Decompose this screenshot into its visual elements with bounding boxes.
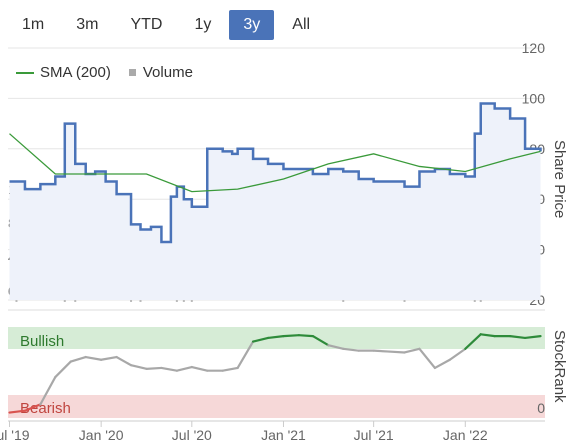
x-tick-label: Jul '20 <box>172 427 212 443</box>
rank-line-segment <box>372 349 391 353</box>
price-tick-label: 100 <box>522 90 546 106</box>
volume-swatch <box>128 69 136 76</box>
rank-line-segment <box>39 375 57 406</box>
price-tick-label: 120 <box>522 40 546 56</box>
x-tick-label: Jan '20 <box>79 427 124 443</box>
rank-line-segment <box>403 347 421 354</box>
rank-line-segment <box>266 335 285 340</box>
rank-line-segment <box>175 365 193 372</box>
rank-line-segment <box>509 335 527 340</box>
range-selector: 1m 3m YTD 1y 3y All <box>8 10 328 42</box>
x-tick-label: Jan '22 <box>443 427 488 443</box>
rank-line-segment <box>145 366 163 370</box>
range-button-3m[interactable]: 3m <box>62 10 112 40</box>
bearish-zone-label: Bearish <box>20 400 71 417</box>
range-button-ytd[interactable]: YTD <box>116 10 176 40</box>
sma-line <box>9 133 541 193</box>
rank-line-segment <box>479 333 496 338</box>
rank-line-segment <box>84 355 103 361</box>
rank-line-segment <box>433 358 451 370</box>
volume-legend-label[interactable]: Volume <box>142 64 193 81</box>
rank-line-segment <box>54 360 72 379</box>
rank-line-segment <box>523 335 542 340</box>
rank-line-segment <box>115 355 133 367</box>
rank-line-segment <box>342 347 360 352</box>
rank-line-segment <box>282 334 301 338</box>
rank-tick-label: 0 <box>537 400 545 416</box>
price-line <box>9 102 542 244</box>
range-button-3y[interactable]: 3y <box>229 10 275 40</box>
bearish-zone <box>8 395 545 418</box>
price-axis-title: Share Price <box>551 140 568 219</box>
rank-line-segment <box>251 336 270 343</box>
sma-legend-label[interactable]: SMA (200) <box>40 64 111 81</box>
rank-line-segment <box>69 355 87 363</box>
rank-line-segment <box>160 366 178 372</box>
sma-swatch <box>16 71 34 74</box>
rank-line-segment <box>311 335 330 347</box>
rank-line-segment <box>129 364 148 370</box>
rank-line-segment <box>464 333 482 350</box>
range-button-1m[interactable]: 1m <box>8 10 58 40</box>
rank-line-segment <box>190 365 209 372</box>
range-button-all[interactable]: All <box>278 10 324 40</box>
rank-line-segment <box>236 340 255 370</box>
rank-line-segment <box>387 350 406 354</box>
rank-line-segment <box>327 344 345 350</box>
chart-legend: SMA (200) Volume <box>16 64 193 81</box>
rank-line-segment <box>23 403 42 412</box>
x-tick-label: Jan '21 <box>261 427 306 443</box>
rank-line-segment <box>418 347 437 370</box>
rank-line-segment <box>221 366 239 372</box>
x-tick-label: Jul '19 <box>0 427 30 443</box>
rank-axis-title: StockRank <box>551 330 568 403</box>
rank-line-segment <box>297 334 314 338</box>
rank-line-segment <box>8 409 27 414</box>
range-button-1y[interactable]: 1y <box>180 10 225 40</box>
bullish-zone-label: Bullish <box>20 333 64 350</box>
x-tick-label: Jul '21 <box>354 427 394 443</box>
rank-line-segment <box>100 355 118 361</box>
rank-line-segment <box>448 347 467 361</box>
price-area <box>9 103 541 300</box>
